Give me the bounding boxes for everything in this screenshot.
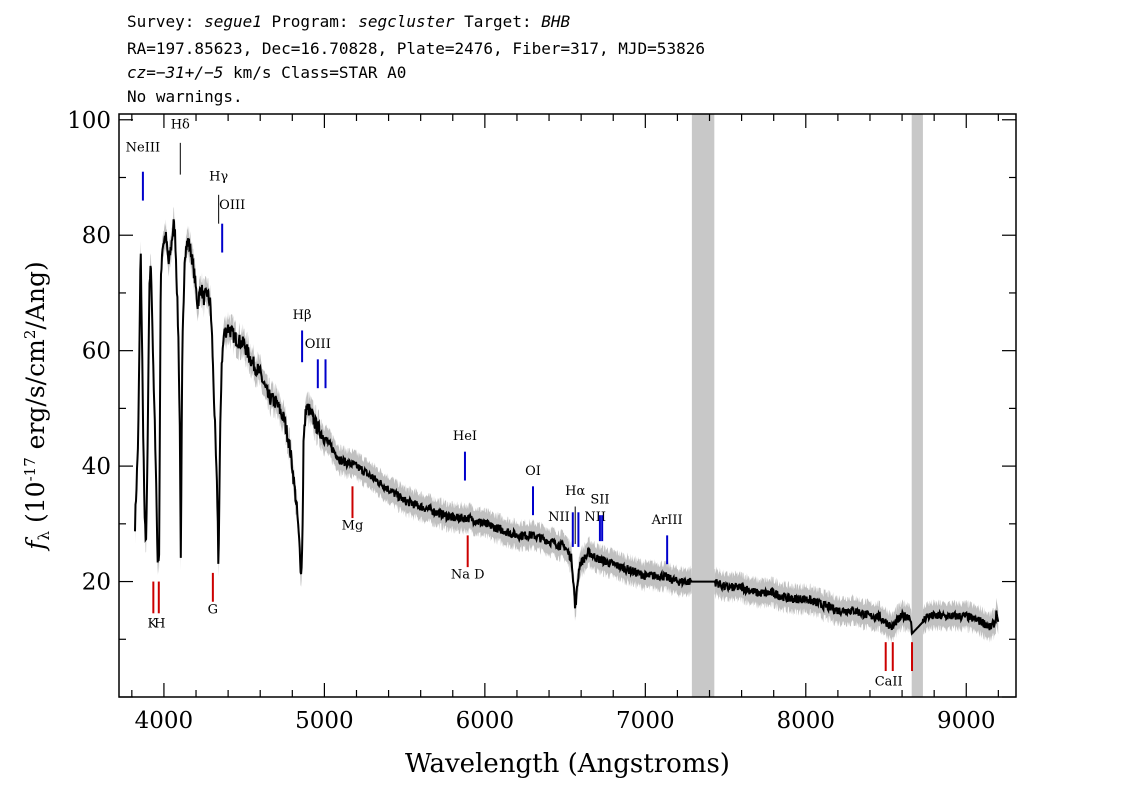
x-tick-label-5000: 5000 <box>295 708 354 734</box>
line-label-2: Hγ <box>209 169 228 184</box>
line-label-19: Na D <box>451 568 485 583</box>
y-axis-title-part-6: /Ang) <box>21 261 50 329</box>
program-value: segcluster <box>358 12 455 31</box>
flux-error-band <box>135 206 999 643</box>
plot-frame <box>118 113 1017 698</box>
line-label-18: G <box>208 602 218 617</box>
line-label-17: H <box>154 617 165 632</box>
line-label-5: OIII <box>305 337 331 352</box>
x-tick-label-4000: 4000 <box>135 708 194 734</box>
line-label-4: Hβ <box>293 308 312 323</box>
line-label-20: CaII <box>875 674 903 689</box>
line-label-15: Mg <box>342 519 364 534</box>
line-label-7: HeI <box>453 429 477 444</box>
y-tick-label-60: 60 <box>82 339 111 365</box>
x-tick-label-6000: 6000 <box>456 708 515 734</box>
y-axis-title-part-2: (10 <box>21 481 50 531</box>
header-line-warnings: No warnings. <box>127 87 243 106</box>
program-label: Program: <box>261 12 359 31</box>
x-tick-label-9000: 9000 <box>937 708 996 734</box>
y-tick-label-80: 80 <box>82 223 111 249</box>
y-tick-label-40: 40 <box>82 454 111 480</box>
line-label-0: NeIII <box>126 141 160 156</box>
flux-line <box>134 219 1000 636</box>
y-axis-title: fλ (10-17 erg/s/cm2/Ang) <box>21 261 53 551</box>
y-axis-title-part-1: λ <box>35 530 53 540</box>
survey-label: Survey: <box>127 12 205 31</box>
survey-value: segue1 <box>204 12 262 31</box>
header-line-coordinates: RA=197.85623, Dec=16.70828, Plate=2476, … <box>127 39 705 58</box>
y-axis-title-part-3: -17 <box>21 457 39 481</box>
x-tick-label-8000: 8000 <box>777 708 836 734</box>
y-tick-label-100: 100 <box>67 108 111 134</box>
line-label-3: OIII <box>219 198 245 213</box>
line-label-9: NII <box>548 510 570 525</box>
class-text: km/s Class=STAR A0 <box>223 63 407 82</box>
line-label-8: OI <box>525 464 541 479</box>
y-axis-title-part-4: erg/s/cm <box>21 339 50 457</box>
x-tick-label-7000: 7000 <box>616 708 675 734</box>
y-axis-title-part-0: f <box>21 537 50 552</box>
masked-region-0 <box>691 114 715 697</box>
line-label-14: ArIII <box>651 513 683 528</box>
y-axis-title-part-5: 2 <box>21 330 39 340</box>
target-value: BHB <box>541 12 571 31</box>
line-label-1: Hδ <box>171 117 190 132</box>
redshift-value: cz=−31+/−5 <box>127 63 224 82</box>
target-label: Target: <box>454 12 542 31</box>
y-tick-label-20: 20 <box>82 570 111 596</box>
masked-region-1 <box>911 114 923 697</box>
line-label-12: SII <box>590 493 609 508</box>
header-line-survey: Survey: segue1 Program: segcluster Targe… <box>127 12 570 31</box>
header-line-redshift: cz=−31+/−5 km/s Class=STAR A0 <box>127 63 406 82</box>
x-axis-title: Wavelength (Angstroms) <box>405 749 730 779</box>
line-label-10: Hα <box>565 484 585 499</box>
line-label-16: K <box>147 617 157 632</box>
